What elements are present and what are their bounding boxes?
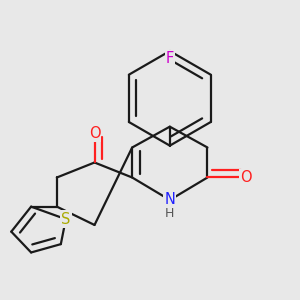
Text: O: O <box>89 126 100 141</box>
Text: F: F <box>166 51 174 66</box>
Text: N: N <box>164 193 175 208</box>
Text: S: S <box>61 212 70 226</box>
Text: H: H <box>165 207 175 220</box>
Text: O: O <box>240 170 252 185</box>
